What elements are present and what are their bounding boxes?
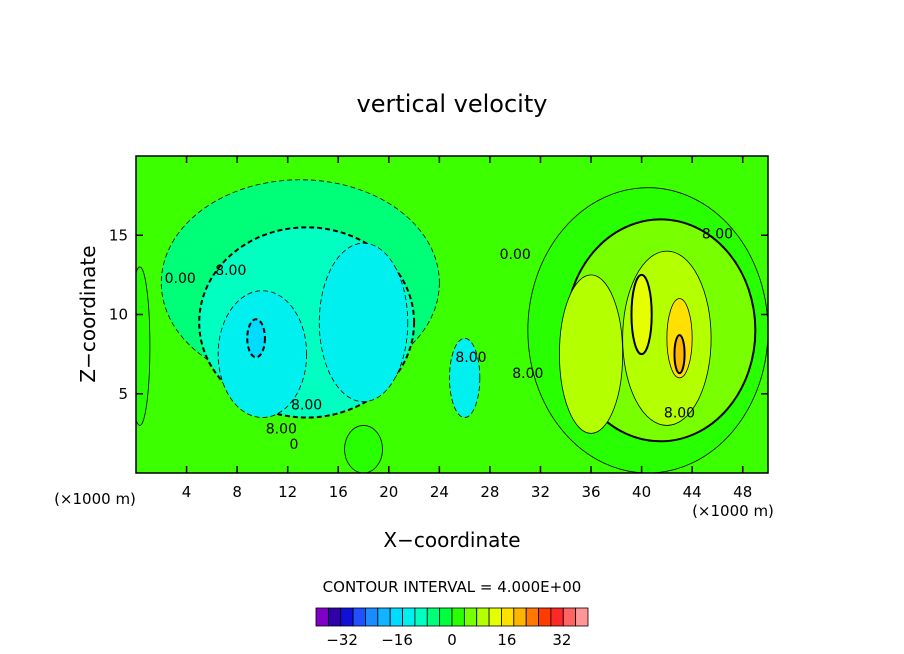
contour-label-8: 8.00: [512, 366, 543, 382]
contour-label-1: 8.00: [215, 263, 246, 279]
colorbar-swatch-8: [414, 607, 428, 627]
contour-region-up-14: [136, 266, 151, 426]
y-tick-label-0: 5: [118, 385, 128, 403]
x-tick-label-7: 32: [531, 483, 550, 501]
colorbar-swatch-4: [365, 607, 379, 627]
colorbar-tick-label-0: −32: [326, 631, 358, 649]
contour-label-0: 0.00: [165, 271, 196, 287]
contour-label-3: 8.00: [266, 421, 297, 437]
colorbar-swatch-10: [439, 607, 453, 627]
colorbar-tick-labels: −32 −16 0 16 32: [326, 631, 571, 649]
y-axis-ticks: 5 10 15: [109, 226, 768, 403]
contour-region-down-2: [217, 290, 308, 418]
colorbar: [315, 607, 589, 627]
colorbar-swatch-20: [562, 607, 577, 627]
x-axis-label: X−coordinate: [383, 528, 520, 552]
colorbar-swatch-13: [476, 607, 490, 627]
contour-regions: [136, 179, 768, 473]
x-tick-label-5: 24: [430, 483, 449, 501]
colorbar-swatch-12: [463, 607, 478, 627]
x-tick-label-1: 8: [232, 483, 242, 501]
colorbar-swatch-6: [389, 607, 403, 627]
colorbar-tick-label-2: 0: [447, 631, 457, 649]
colorbar-swatch-11: [451, 607, 465, 627]
colorbar-swatch-15: [501, 607, 515, 627]
colorbar-swatch-16: [513, 607, 527, 627]
contour-region-up-12: [673, 334, 686, 375]
y-axis-label: Z−coordinate: [76, 245, 100, 382]
x-tick-label-0: 4: [182, 483, 192, 501]
contour-label-6: 0.00: [500, 247, 531, 263]
colorbar-tick-label-3: 16: [497, 631, 516, 649]
colorbar-swatch-5: [377, 607, 391, 627]
colorbar-swatch-21: [575, 607, 589, 627]
colorbar-swatch-18: [538, 607, 552, 627]
x-tick-label-3: 16: [329, 483, 348, 501]
colorbar-swatch-14: [488, 607, 502, 627]
contour-region-up-13: [344, 425, 383, 473]
colorbar-swatch-19: [550, 607, 564, 627]
x-tick-label-8: 36: [581, 483, 600, 501]
x-tick-label-11: 48: [733, 483, 752, 501]
contour-label-4: 0: [290, 437, 299, 453]
contour-region-up-8: [559, 274, 624, 434]
colorbar-swatch-3: [352, 607, 366, 627]
contour-label-5: 8.00: [455, 350, 486, 366]
y-tick-label-2: 15: [109, 226, 128, 244]
x-tick-label-4: 20: [379, 483, 398, 501]
contour-label-2: 8.00: [291, 398, 322, 414]
x-tick-label-2: 12: [278, 483, 297, 501]
colorbar-tick-label-4: 32: [552, 631, 571, 649]
contour-region-down-3: [318, 242, 409, 403]
x-tick-label-9: 40: [632, 483, 651, 501]
colorbar-swatch-9: [426, 607, 441, 627]
colorbar-swatch-2: [340, 607, 354, 627]
x-unit-left: (×1000 m): [54, 490, 136, 508]
contour-interval-label: CONTOUR INTERVAL = 4.000E+00: [323, 578, 582, 596]
x-tick-label-6: 28: [480, 483, 499, 501]
chart-title: vertical velocity: [357, 90, 548, 118]
x-axis-ticks: 4 8 12 16 20 24 28 32 36 40 44 48: [182, 156, 752, 501]
contour-label-9: 8.00: [664, 406, 695, 422]
x-tick-label-10: 44: [683, 483, 702, 501]
y-tick-label-1: 10: [109, 306, 128, 324]
contour-region-down-4: [449, 337, 481, 418]
colorbar-swatch-1: [327, 607, 342, 627]
colorbar-swatch-17: [525, 607, 539, 627]
colorbar-swatch-7: [402, 607, 416, 627]
x-unit-right: (×1000 m): [692, 502, 774, 520]
contour-label-7: 8.00: [702, 226, 733, 242]
colorbar-swatch-0: [315, 607, 329, 627]
contour-region-down-5: [246, 318, 266, 359]
contour-region-up-10: [630, 273, 653, 356]
colorbar-tick-label-1: −16: [381, 631, 413, 649]
